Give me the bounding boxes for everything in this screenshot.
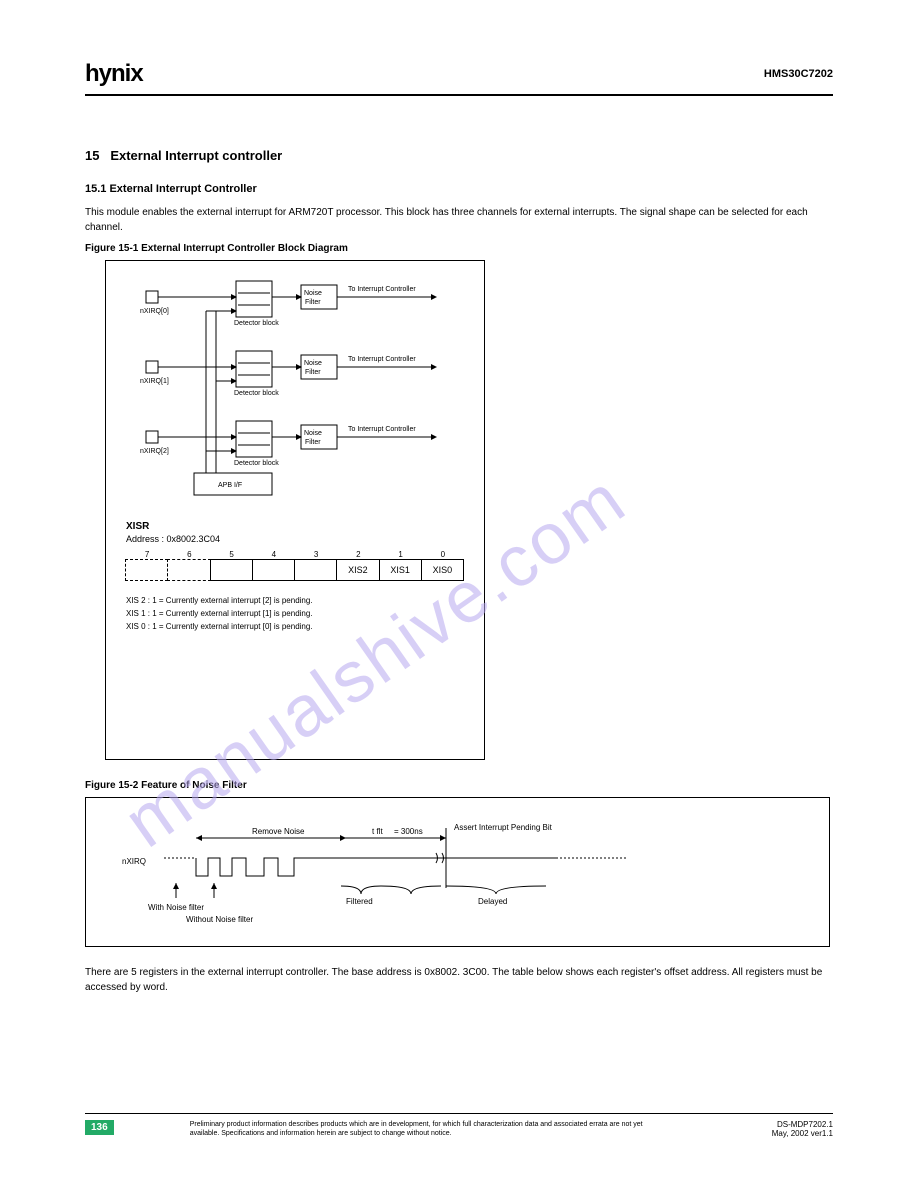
footer-disclaimer: Preliminary product information describe… — [190, 1120, 654, 1138]
svg-text:Remove Noise: Remove Noise — [252, 827, 305, 836]
reg-addr: Address : 0x8002.3C04 — [126, 534, 464, 544]
svg-text:Assert Interrupt Pending Bit: Assert Interrupt Pending Bit — [454, 823, 553, 832]
svg-text:APB I/F: APB I/F — [218, 482, 242, 489]
page-footer: 136 Preliminary product information desc… — [85, 1113, 833, 1138]
figure1-caption: Figure 15-1 External Interrupt Controlle… — [85, 243, 833, 254]
svg-text:To Interrupt Controller: To Interrupt Controller — [348, 286, 416, 293]
section-title: 15.1 External Interrupt Controller — [85, 183, 833, 195]
svg-text:Detector block: Detector block — [234, 390, 279, 397]
svg-text:Filter: Filter — [305, 299, 321, 306]
svg-text:Noise: Noise — [304, 360, 322, 367]
page-number: 136 — [85, 1120, 114, 1135]
block-diagram-svg: nXIRQ[0] Detector block Noise Filter To I… — [106, 261, 484, 759]
register-block: XISR Address : 0x8002.3C04 76543210 XIS2… — [126, 521, 464, 633]
svg-text:Filtered: Filtered — [346, 897, 373, 906]
paragraph-1: This module enables the external interru… — [85, 205, 833, 235]
figure1-box: nXIRQ[0] Detector block Noise Filter To I… — [105, 260, 485, 760]
bit-cells: XIS2 XIS1 XIS0 — [126, 559, 464, 581]
reg-title: XISR — [126, 521, 464, 532]
svg-text:Filter: Filter — [305, 369, 321, 376]
svg-text:nXIRQ[1]: nXIRQ[1] — [140, 378, 169, 385]
svg-text:nXIRQ: nXIRQ — [122, 857, 146, 866]
doc-title: HMS30C7202 — [764, 68, 833, 80]
svg-text:nXIRQ[0]: nXIRQ[0] — [140, 308, 169, 315]
svg-text:Filter: Filter — [305, 439, 321, 446]
chapter-number: 15 — [85, 148, 99, 163]
reg-desc: XIS 2 : 1 = Currently external interrupt… — [126, 595, 464, 633]
figure2-caption: Figure 15-2 Feature of Noise Filter — [85, 780, 833, 791]
bit-numbers: 76543210 — [126, 550, 464, 559]
brand-logo: hynix — [85, 60, 833, 88]
svg-text:t flt: t flt — [372, 827, 383, 836]
figure2-box: nXIRQ Remove Noise t flt = 300ns Assert … — [85, 797, 830, 947]
svg-text:Detector block: Detector block — [234, 460, 279, 467]
timing-svg: nXIRQ Remove Noise t flt = 300ns Assert … — [86, 798, 829, 946]
svg-text:= 300ns: = 300ns — [394, 827, 423, 836]
footer-doc-id: DS-MDP7202.1 — [668, 1120, 833, 1129]
svg-text:Without Noise filter: Without Noise filter — [186, 915, 253, 924]
svg-text:Detector block: Detector block — [234, 320, 279, 327]
svg-text:Delayed: Delayed — [478, 897, 507, 906]
footer-date: May, 2002 ver1.1 — [668, 1129, 833, 1138]
header-rule — [85, 94, 833, 96]
chapter-title: 15 External Interrupt controller — [85, 148, 833, 163]
svg-text:nXIRQ[2]: nXIRQ[2] — [140, 448, 169, 455]
svg-text:Noise: Noise — [304, 290, 322, 297]
paragraph-2: There are 5 registers in the external in… — [85, 965, 833, 995]
svg-text:With Noise filter: With Noise filter — [148, 903, 204, 912]
svg-text:To Interrupt Controller: To Interrupt Controller — [348, 356, 416, 363]
chapter-name: External Interrupt controller — [110, 148, 282, 163]
svg-text:To Interrupt Controller: To Interrupt Controller — [348, 426, 416, 433]
svg-text:Noise: Noise — [304, 430, 322, 437]
